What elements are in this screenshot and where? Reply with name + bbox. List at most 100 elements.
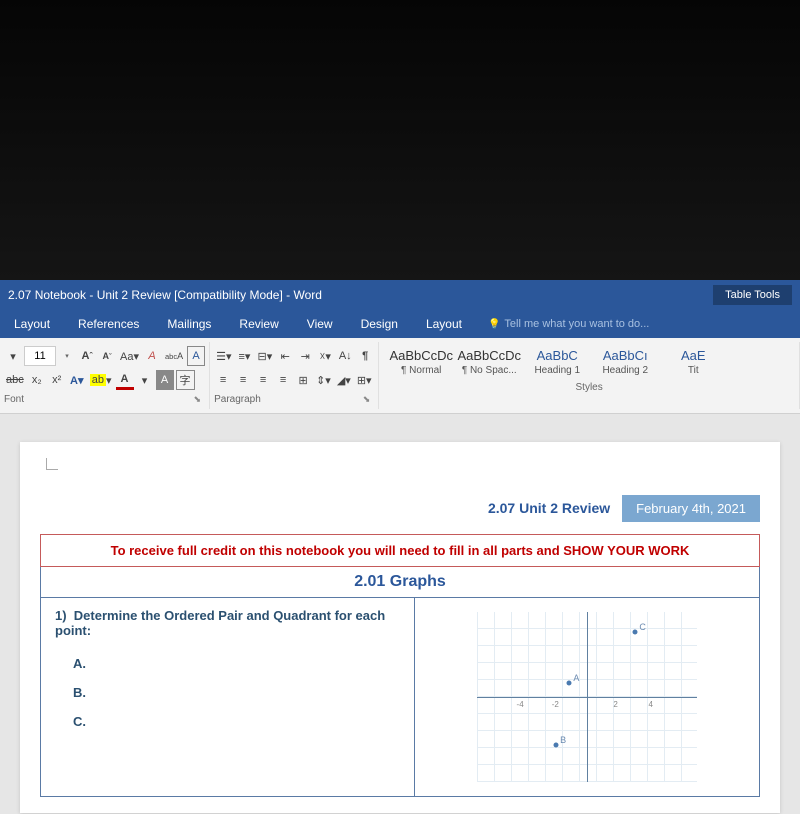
font-dialog-launcher[interactable]: ⬊ xyxy=(190,394,206,405)
menu-design[interactable]: Design xyxy=(347,310,412,338)
asian-layout-button[interactable]: ☓▾ xyxy=(316,346,334,366)
point-a xyxy=(567,681,572,686)
shading-button[interactable]: ◢▾ xyxy=(335,370,353,390)
x-tick-label: -4 xyxy=(517,700,524,709)
menu-bar: Layout References Mailings Review View D… xyxy=(0,310,800,338)
show-hide-button[interactable]: ¶ xyxy=(356,346,374,366)
justify-button[interactable]: ≡ xyxy=(274,370,292,390)
highlight-button[interactable]: ab▾ xyxy=(88,370,114,390)
menu-layout[interactable]: Layout xyxy=(0,310,64,338)
multilevel-button[interactable]: ⊟▾ xyxy=(255,346,274,366)
question-text: Determine the Ordered Pair and Quadrant … xyxy=(55,608,385,638)
question-row: 1) Determine the Ordered Pair and Quadra… xyxy=(41,598,760,797)
font-group: ▾ 11 ▾ Aˆ Aˇ Aa▾ A abcA A abc x₂ x² A▾ a… xyxy=(0,342,210,409)
change-case-button[interactable]: Aa▾ xyxy=(118,346,141,366)
style-heading-1[interactable]: AaBbC Heading 1 xyxy=(523,346,591,378)
title-bar: 2.07 Notebook - Unit 2 Review [Compatibi… xyxy=(0,280,800,310)
point-c xyxy=(633,630,638,635)
section-title-cell[interactable]: 2.01 Graphs xyxy=(41,567,760,598)
paragraph-group-label: Paragraph xyxy=(214,394,261,405)
char-shading-button[interactable]: A xyxy=(156,370,174,390)
style-preview: AaBbCcDc xyxy=(457,348,521,363)
style--normal[interactable]: AaBbCcDc ¶ Normal xyxy=(387,346,455,378)
review-title: 2.07 Unit 2 Review xyxy=(476,494,622,522)
align-left-button[interactable]: ≡ xyxy=(214,370,232,390)
graph-cell[interactable]: ABC -4-224 xyxy=(414,598,759,797)
document-area[interactable]: 2.07 Unit 2 Review February 4th, 2021 To… xyxy=(0,414,800,814)
font-size-input[interactable]: 11 xyxy=(24,346,56,366)
font-group-label: Font xyxy=(4,394,24,405)
grow-font-button[interactable]: Aˆ xyxy=(78,346,96,366)
align-center-button[interactable]: ≡ xyxy=(234,370,252,390)
menu-view[interactable]: View xyxy=(293,310,347,338)
tell-me-search[interactable]: Tell me what you want to do... xyxy=(476,318,649,330)
font-color-button[interactable]: A xyxy=(116,370,134,390)
context-tab-label: Table Tools xyxy=(713,285,792,305)
style-preview: AaBbCcDc xyxy=(389,348,453,363)
ribbon: ▾ 11 ▾ Aˆ Aˇ Aa▾ A abcA A abc x₂ x² A▾ a… xyxy=(0,338,800,414)
increase-indent-button[interactable]: ⇥ xyxy=(296,346,314,366)
clear-format-button[interactable]: A xyxy=(143,346,161,366)
sort-button[interactable]: A↓ xyxy=(336,346,354,366)
text-effects-button[interactable]: A▾ xyxy=(68,370,86,390)
style-name: Heading 2 xyxy=(593,365,657,376)
x-tick-label: 4 xyxy=(649,700,653,709)
style-name: ¶ Normal xyxy=(389,365,453,376)
borders-button[interactable]: ⊞▾ xyxy=(355,370,374,390)
font-dropdown-arrow[interactable]: ▾ xyxy=(4,346,22,366)
style--no-spac-[interactable]: AaBbCcDc ¶ No Spac... xyxy=(455,346,523,378)
photo-dark-area xyxy=(0,0,800,280)
instruction-row: To receive full credit on this notebook … xyxy=(41,535,760,567)
line-spacing-button[interactable]: ⇕▾ xyxy=(314,370,333,390)
window-title: 2.07 Notebook - Unit 2 Review [Compatibi… xyxy=(8,288,673,302)
menu-layout-2[interactable]: Layout xyxy=(412,310,476,338)
page: 2.07 Unit 2 Review February 4th, 2021 To… xyxy=(20,442,780,813)
phonetic-guide-button[interactable]: abcA xyxy=(163,346,185,366)
style-heading-2[interactable]: AaBbCı Heading 2 xyxy=(591,346,659,378)
style-preview: AaBbC xyxy=(525,348,589,363)
doc-header: 2.07 Unit 2 Review February 4th, 2021 xyxy=(40,494,760,522)
content-table: To receive full credit on this notebook … xyxy=(40,534,760,797)
font-color-dropdown[interactable]: ▾ xyxy=(136,370,154,390)
option-c: C. xyxy=(73,714,400,729)
style-preview: AaE xyxy=(661,348,725,363)
point-label-b: B xyxy=(560,735,566,745)
style-name: ¶ No Spac... xyxy=(457,365,521,376)
option-b: B. xyxy=(73,685,400,700)
question-cell[interactable]: 1) Determine the Ordered Pair and Quadra… xyxy=(41,598,415,797)
coordinate-graph: ABC -4-224 xyxy=(477,612,697,782)
style-name: Tit xyxy=(661,365,725,376)
distributed-button[interactable]: ⊞ xyxy=(294,370,312,390)
subscript-button[interactable]: x₂ xyxy=(28,370,46,390)
x-tick-label: -2 xyxy=(552,700,559,709)
date-box: February 4th, 2021 xyxy=(622,495,760,522)
strikethrough-button[interactable]: abc xyxy=(4,370,26,390)
menu-references[interactable]: References xyxy=(64,310,153,338)
styles-group-label: Styles xyxy=(576,382,603,393)
numbering-button[interactable]: ≡▾ xyxy=(235,346,253,366)
option-a: A. xyxy=(73,656,400,671)
instruction-cell[interactable]: To receive full credit on this notebook … xyxy=(41,535,760,567)
decrease-indent-button[interactable]: ⇤ xyxy=(276,346,294,366)
superscript-button[interactable]: x² xyxy=(48,370,66,390)
font-size-dropdown[interactable]: ▾ xyxy=(58,346,76,366)
align-right-button[interactable]: ≡ xyxy=(254,370,272,390)
paragraph-dialog-launcher[interactable]: ⬊ xyxy=(359,394,375,405)
word-app: 2.07 Notebook - Unit 2 Review [Compatibi… xyxy=(0,280,800,814)
section-row: 2.01 Graphs xyxy=(41,567,760,598)
paragraph-group: ☰▾ ≡▾ ⊟▾ ⇤ ⇥ ☓▾ A↓ ¶ ≡ ≡ ≡ ≡ ⊞ ⇕▾ ◢▾ ⊞▾ … xyxy=(210,342,379,409)
style-tit[interactable]: AaE Tit xyxy=(659,346,727,378)
y-axis xyxy=(587,612,588,782)
menu-review[interactable]: Review xyxy=(225,310,292,338)
shrink-font-button[interactable]: Aˇ xyxy=(98,346,116,366)
style-preview: AaBbCı xyxy=(593,348,657,363)
margin-corner-mark xyxy=(46,458,58,470)
x-tick-label: 2 xyxy=(613,700,617,709)
bullets-button[interactable]: ☰▾ xyxy=(214,346,233,366)
char-border-button[interactable]: A xyxy=(187,346,205,366)
point-b xyxy=(554,742,559,747)
enclose-char-button[interactable]: 字 xyxy=(176,370,195,390)
point-label-c: C xyxy=(639,622,646,632)
menu-mailings[interactable]: Mailings xyxy=(153,310,225,338)
style-name: Heading 1 xyxy=(525,365,589,376)
